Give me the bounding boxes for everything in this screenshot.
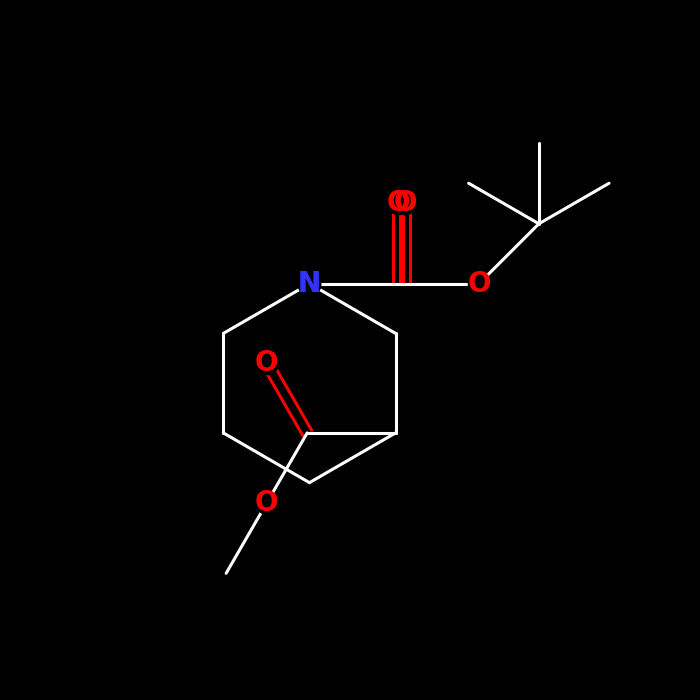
Text: O: O	[255, 349, 279, 377]
Text: N: N	[298, 270, 321, 298]
Text: N: N	[298, 270, 321, 298]
Text: O: O	[393, 188, 417, 216]
Text: O: O	[255, 489, 279, 517]
Text: O: O	[467, 270, 491, 298]
Text: O: O	[386, 188, 410, 216]
